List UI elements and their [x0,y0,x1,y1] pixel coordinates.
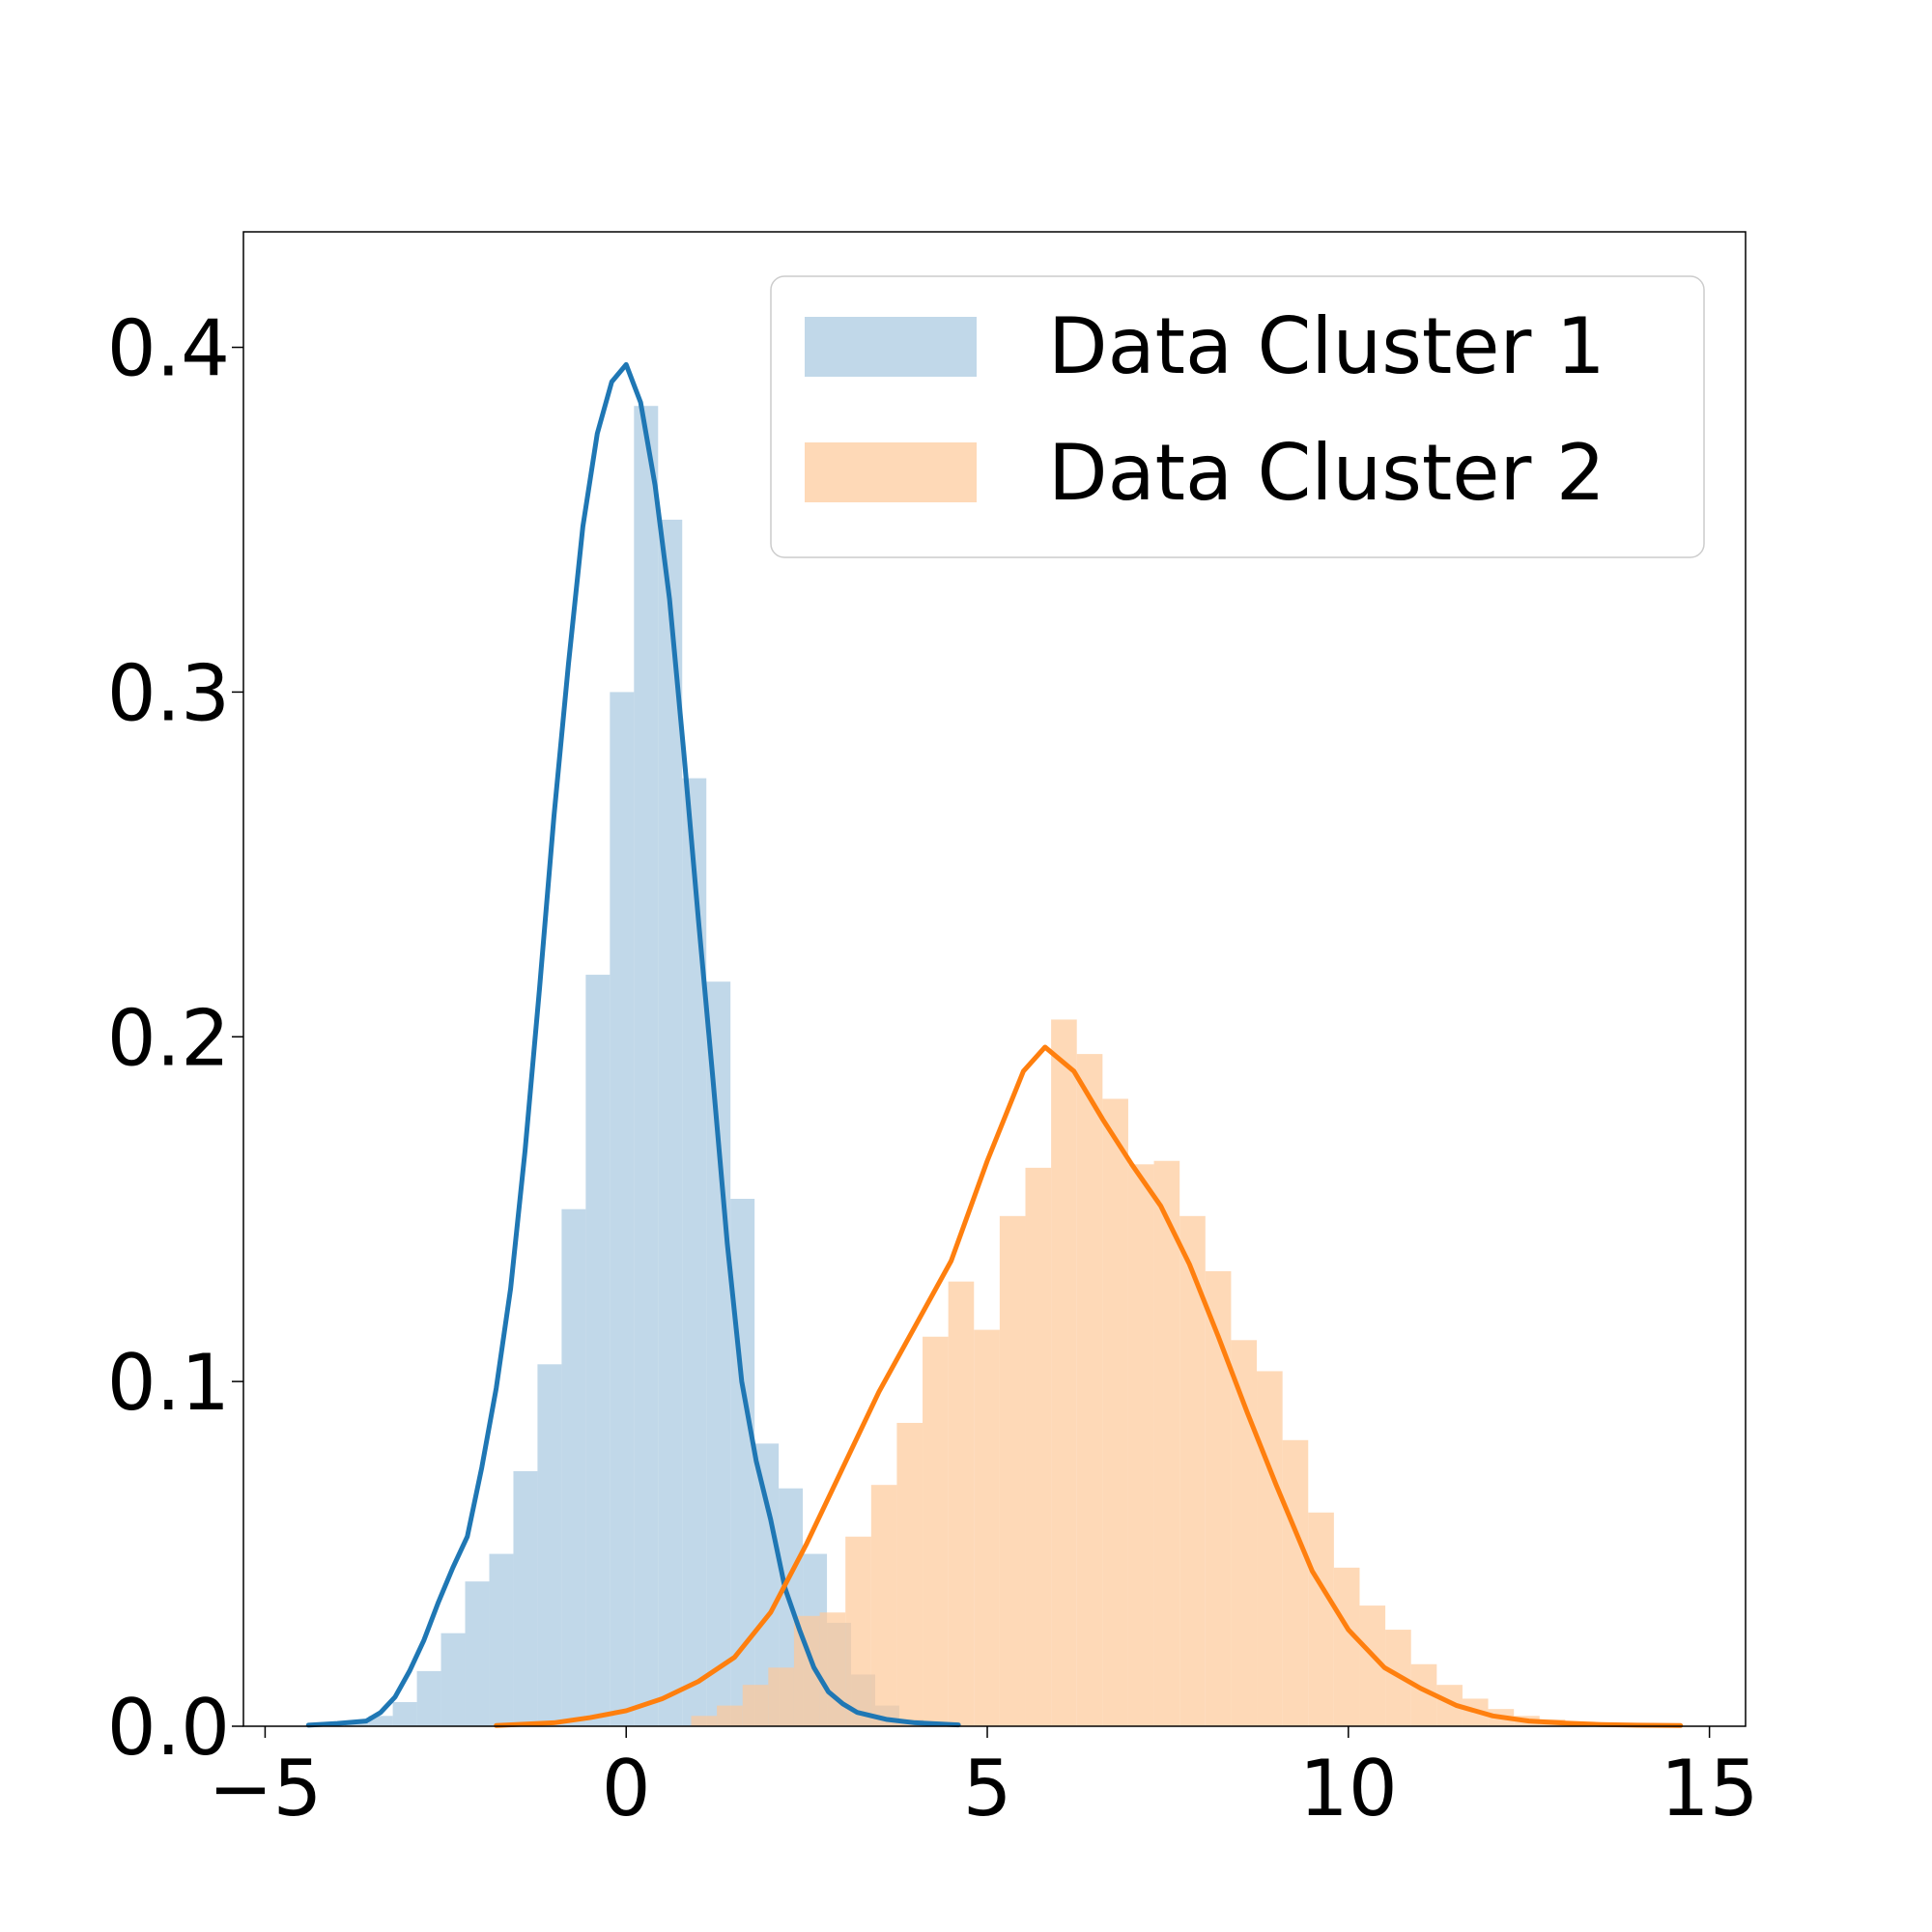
kde-line-cluster-2 [494,1044,1684,1728]
x-tick-label: 5 [963,1744,1012,1833]
histogram-bar-cluster-1 [344,1722,369,1726]
histogram-bar-cluster-2 [974,1329,1000,1726]
histogram-bar-cluster-2 [1127,1164,1154,1726]
legend: Data Cluster 1 Data Cluster 2 [770,275,1705,558]
histogram-bar-cluster-2 [1205,1270,1232,1726]
histogram-bar-cluster-2 [691,1716,718,1726]
y-tick-label: 0.3 [107,648,230,738]
histogram-bar-cluster-2 [870,1485,897,1726]
histogram-bar-cluster-2 [1051,1019,1077,1726]
histogram-bar-cluster-1 [368,1716,393,1726]
histogram-bar-cluster-1 [489,1553,514,1726]
histogram-bar-cluster-2 [845,1536,871,1726]
histogram-bar-cluster-1 [585,975,611,1726]
plot-area-frame [242,231,1747,1727]
x-axis: −5 0 5 10 15 [208,1726,1759,1833]
histogram-bar-cluster-2 [999,1215,1026,1726]
histogram-bar-cluster-2 [1076,1054,1103,1726]
x-tick-label: 15 [1661,1744,1759,1833]
histogram-bars [344,406,1617,1727]
x-tick-label: −5 [208,1744,322,1833]
kde-line-cluster-1 [305,361,961,1728]
x-tick-label: 10 [1299,1744,1398,1833]
histogram-bar-cluster-1 [537,1364,562,1726]
histogram-bar-cluster-1 [658,519,683,1726]
histogram-bar-cluster-2 [1257,1371,1283,1726]
histogram-bar-cluster-1 [706,981,731,1726]
histogram-bar-cluster-2 [1102,1098,1128,1726]
histogram-bar-cluster-2 [1179,1215,1206,1726]
histogram-bar-cluster-1 [440,1633,466,1726]
histogram-bar-cluster-1 [634,406,659,1727]
histogram-bar-cluster-1 [392,1702,417,1726]
histogram-bar-cluster-2 [948,1281,975,1726]
kde-curves [305,361,1684,1728]
histogram-bar-cluster-2 [923,1336,949,1726]
histogram-bar-cluster-2 [1025,1167,1052,1726]
legend-swatch-cluster-1 [805,317,977,377]
legend-box [770,275,1705,558]
legend-label-cluster-1: Data Cluster 1 [1048,301,1605,391]
y-tick-label: 0.2 [107,993,230,1083]
histogram-bar-cluster-2 [1282,1439,1309,1726]
legend-label-cluster-2: Data Cluster 2 [1048,428,1605,518]
y-tick-label: 0.4 [107,304,230,394]
histogram-bar-cluster-2 [1333,1567,1360,1726]
histogram-bar-cluster-2 [717,1705,743,1726]
y-axis: 0.0 0.1 0.2 0.3 0.4 [107,304,243,1773]
histogram-bar-cluster-2 [896,1422,923,1726]
histogram-bar-cluster-2 [1153,1160,1180,1726]
histogram-bar-cluster-1 [561,1208,586,1726]
legend-swatch-cluster-2 [805,442,977,502]
histogram-bar-cluster-2 [819,1612,846,1726]
histogram-bar-cluster-1 [610,692,635,1727]
histogram-bar-cluster-2 [1308,1512,1334,1726]
histogram-bar-cluster-2 [742,1685,769,1726]
histogram-bar-cluster-1 [465,1581,490,1726]
y-tick-label: 0.0 [107,1683,230,1773]
y-tick-label: 0.1 [107,1338,230,1428]
x-tick-label: 0 [602,1744,651,1833]
histogram-bar-cluster-1 [682,778,707,1726]
histogram-bar-cluster-2 [768,1667,794,1726]
histogram-bar-cluster-1 [513,1470,538,1726]
histogram-bar-cluster-1 [416,1670,441,1726]
